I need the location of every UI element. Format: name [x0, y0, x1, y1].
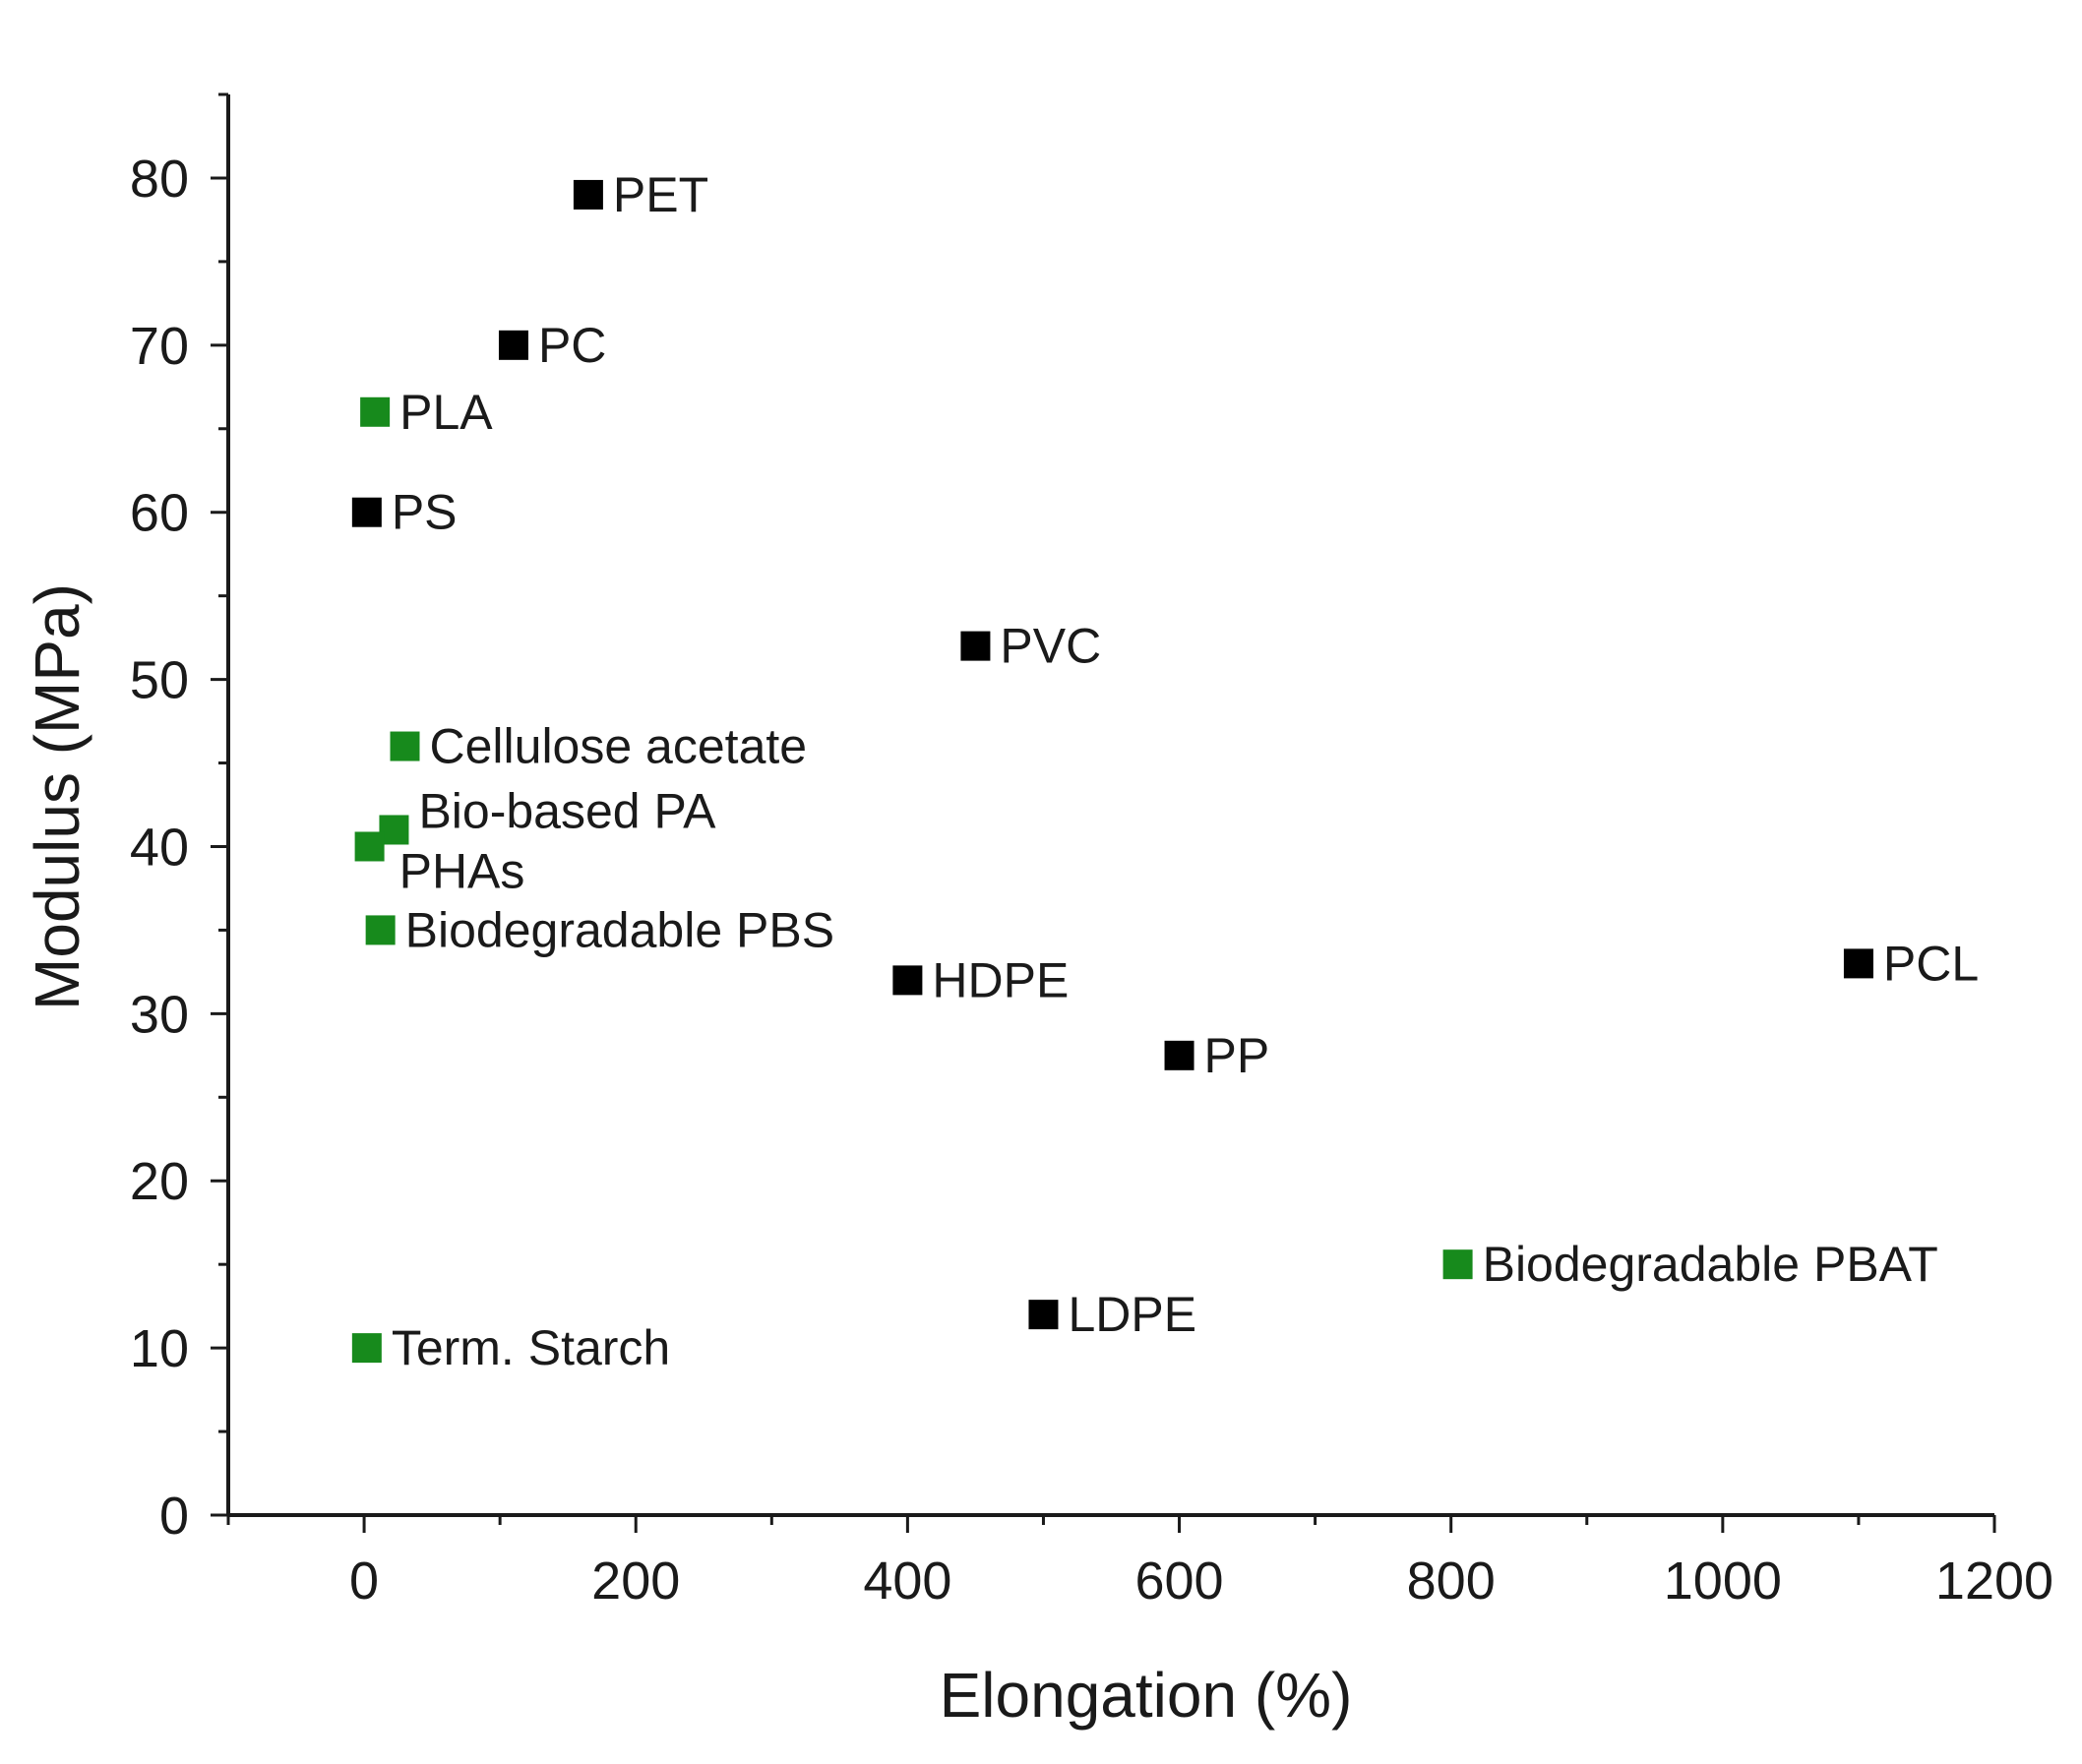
label-pet: PET — [613, 167, 708, 222]
point-biodegradable-pbat — [1442, 1249, 1473, 1280]
y-tick-label: 60 — [130, 484, 189, 543]
y-tick-label: 0 — [159, 1487, 189, 1546]
x-tick-label: 800 — [1407, 1551, 1496, 1611]
y-tick-label: 20 — [130, 1152, 189, 1211]
label-pc: PC — [538, 318, 606, 373]
label-hdpe: HDPE — [932, 952, 1069, 1007]
label-ps: PS — [392, 485, 458, 540]
point-term-starch — [351, 1333, 382, 1364]
point-biodegradable-pbs — [365, 915, 396, 945]
axes: 0 200 400 600 800 1000 1200 0 10 20 30 40 50 60 70 80 — [130, 92, 2053, 1611]
point-pet — [573, 179, 603, 210]
y-axis-title: Modulus (MPa) — [22, 583, 92, 1010]
data-points — [351, 179, 1873, 1364]
point-pc — [498, 330, 528, 360]
x-tick-label: 600 — [1134, 1551, 1223, 1611]
point-labels: PET PC PS PVC HDPE PP LDPE PCL PLA Cellulose acet… — [392, 167, 1979, 1375]
point-pla — [360, 396, 391, 427]
label-pvc: PVC — [1000, 619, 1101, 674]
point-pvc — [960, 631, 991, 661]
point-hdpe — [892, 965, 923, 996]
label-term-starch: Term. Starch — [392, 1320, 670, 1375]
label-ldpe: LDPE — [1068, 1287, 1196, 1342]
x-tick-label: 200 — [591, 1551, 680, 1611]
point-pp — [1164, 1040, 1194, 1070]
label-bio-based-pa: Bio-based PA — [418, 783, 716, 838]
label-pla: PLA — [399, 385, 493, 440]
y-tick-label: 50 — [130, 651, 189, 710]
label-phas: PHAs — [399, 843, 525, 898]
label-biodegradable-pbat: Biodegradable PBAT — [1483, 1237, 1938, 1292]
x-tick-label: 400 — [863, 1551, 951, 1611]
x-tick-label: 0 — [349, 1551, 379, 1611]
label-pp: PP — [1204, 1028, 1270, 1083]
y-tick-label: 80 — [130, 150, 189, 209]
point-ldpe — [1028, 1300, 1059, 1330]
label-cellulose-acetate: Cellulose acetate — [430, 719, 808, 774]
x-tick-label: 1200 — [1935, 1551, 2053, 1611]
x-axis-title: Elongation (%) — [940, 1660, 1353, 1731]
point-pcl — [1843, 948, 1873, 979]
y-tick-label: 10 — [130, 1319, 189, 1378]
label-pcl: PCL — [1883, 936, 1979, 991]
x-tick-label: 1000 — [1664, 1551, 1782, 1611]
point-cellulose-acetate — [390, 731, 420, 761]
y-tick-label: 70 — [130, 317, 189, 376]
point-phas — [354, 831, 385, 862]
y-tick-label: 30 — [130, 985, 189, 1044]
point-ps — [351, 497, 382, 527]
label-biodegradable-pbs: Biodegradable PBS — [405, 902, 834, 957]
y-tick-label: 40 — [130, 818, 189, 877]
